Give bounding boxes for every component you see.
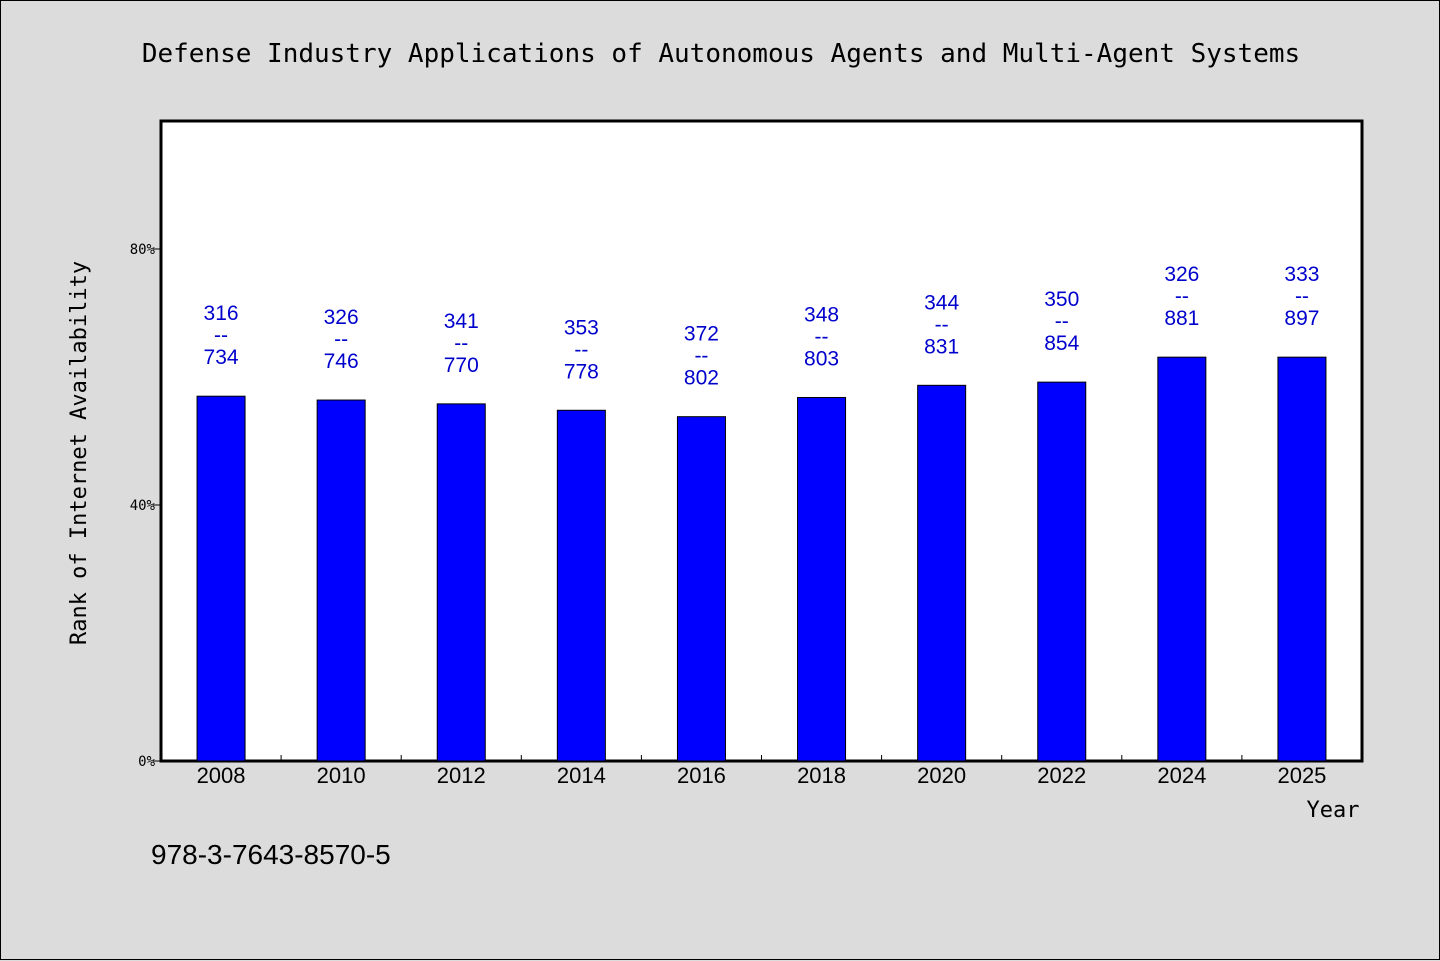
x-tick-label-2010: 2010	[317, 763, 366, 788]
x-axis-label: Year	[1307, 798, 1360, 823]
x-tick-label-2025: 2025	[1277, 763, 1326, 788]
y-tick-label-0pct: 0%	[138, 754, 155, 770]
x-tick-label-2008: 2008	[197, 763, 246, 788]
x-tick-label-2016: 2016	[677, 763, 726, 788]
data-label-sep-2016: --	[694, 345, 708, 368]
data-label-bottom-2020: 831	[924, 335, 959, 358]
data-label-bottom-2010: 746	[324, 350, 359, 373]
y-axis-label: Rank of Internet Availability	[67, 261, 92, 645]
x-tick-label-2018: 2018	[797, 763, 846, 788]
data-label-sep-2024: --	[1175, 285, 1189, 308]
bar-2014	[556, 409, 606, 762]
data-label-top-2008: 316	[204, 302, 239, 325]
data-label-top-2022: 350	[1044, 288, 1079, 311]
y-axis: 0% 40% 80%	[130, 242, 161, 770]
data-label-bottom-2008: 734	[204, 346, 239, 369]
bar-2022	[1037, 381, 1087, 762]
bar-2008	[196, 395, 246, 762]
chart-title: Defense Industry Applications of Autonom…	[142, 39, 1300, 69]
data-label-sep-2010: --	[334, 328, 348, 351]
y-tick-label-80pct: 80%	[130, 242, 156, 258]
data-label-top-2024: 326	[1164, 263, 1199, 286]
data-label-top-2016: 372	[684, 323, 719, 346]
data-label-sep-2014: --	[574, 338, 588, 361]
isbn-text: 978-3-7643-8570-5	[151, 839, 391, 870]
bar-2012	[436, 403, 486, 762]
bar-series	[196, 356, 1327, 762]
bar-2020	[917, 384, 967, 762]
data-label-top-2018: 348	[804, 303, 839, 326]
data-label-sep-2025: --	[1295, 285, 1309, 308]
x-tick-label-2020: 2020	[917, 763, 966, 788]
data-label-bottom-2025: 897	[1284, 307, 1319, 330]
y-tick-label-40pct: 40%	[130, 498, 156, 514]
bar-2010	[316, 399, 366, 762]
data-label-sep-2012: --	[454, 332, 468, 355]
data-label-bottom-2022: 854	[1044, 332, 1079, 355]
data-label-sep-2008: --	[214, 324, 228, 347]
data-label-sep-2022: --	[1055, 310, 1069, 333]
data-label-sep-2018: --	[815, 325, 829, 348]
x-tick-label-2014: 2014	[557, 763, 606, 788]
x-tick-label-2022: 2022	[1037, 763, 1086, 788]
data-label-top-2010: 326	[324, 306, 359, 329]
data-label-top-2020: 344	[924, 291, 959, 314]
x-axis: 2008 2010 2012 2014 2016 2018 2020 2022 2024 2025	[197, 755, 1326, 788]
data-label-top-2014: 353	[564, 316, 599, 339]
data-label-bottom-2018: 803	[804, 347, 839, 370]
data-label-top-2012: 341	[444, 310, 479, 333]
data-label-sep-2020: --	[935, 313, 949, 336]
data-labels: 316--734326--746341--770353--778372--802…	[204, 263, 1320, 390]
bar-2016	[676, 416, 726, 762]
data-label-bottom-2024: 881	[1164, 307, 1199, 330]
bar-2025	[1277, 356, 1327, 762]
x-tick-label-2012: 2012	[437, 763, 486, 788]
data-label-top-2025: 333	[1284, 263, 1319, 286]
bar-2024	[1157, 356, 1207, 762]
data-label-bottom-2014: 778	[564, 360, 599, 383]
x-tick-label-2024: 2024	[1157, 763, 1206, 788]
data-label-bottom-2016: 802	[684, 367, 719, 390]
bar-2018	[797, 396, 847, 762]
data-label-bottom-2012: 770	[444, 354, 479, 377]
